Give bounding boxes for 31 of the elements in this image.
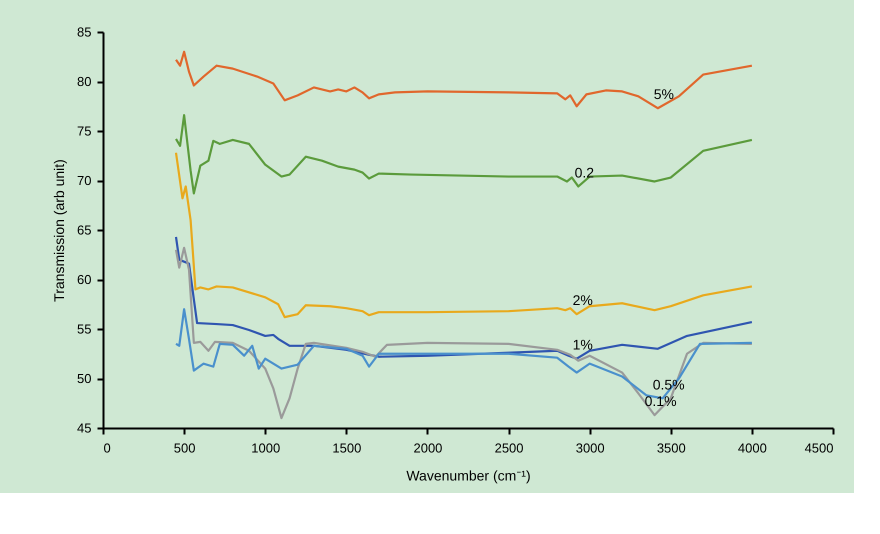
y-tick-label: 60	[77, 272, 92, 287]
x-tick-label: 4500	[804, 440, 834, 456]
y-tick-label: 45	[77, 420, 92, 436]
line-series	[174, 246, 753, 420]
x-tick-label: 1500	[332, 440, 362, 456]
x-axis-title: Wavenumber (cm⁻¹)	[406, 468, 531, 484]
line-series	[174, 236, 753, 360]
line-series	[174, 50, 753, 110]
y-tick-label: 55	[77, 322, 92, 336]
x-tick-label: 2000	[413, 440, 442, 456]
series-label: 2%	[572, 292, 593, 308]
y-tick-label: 65	[77, 222, 92, 238]
x-tick-label: 1000	[251, 440, 280, 456]
x-tick-label: 0	[104, 440, 111, 456]
x-tick-label: 4000	[738, 440, 767, 456]
y-tick-label: 50	[77, 371, 92, 386]
line-series	[174, 114, 753, 194]
series-label: 1%	[572, 336, 593, 353]
series-label: 0.2	[574, 164, 594, 180]
x-tick-label: 3500	[656, 440, 686, 456]
y-tick-label: 75	[77, 124, 92, 138]
x-tick-label: 3000	[576, 440, 605, 456]
y-tick-label: 85	[77, 24, 92, 40]
y-tick-label: 80	[77, 74, 92, 89]
series-label: 5%	[654, 86, 674, 102]
line-series	[174, 152, 753, 318]
series-label: 0.1%	[644, 393, 677, 410]
x-tick-label: 2500	[494, 440, 524, 456]
y-tick-label: 70	[77, 173, 92, 188]
x-tick-label: 500	[174, 440, 196, 456]
y-axis-title: Transmission (arb unit)	[51, 159, 68, 302]
